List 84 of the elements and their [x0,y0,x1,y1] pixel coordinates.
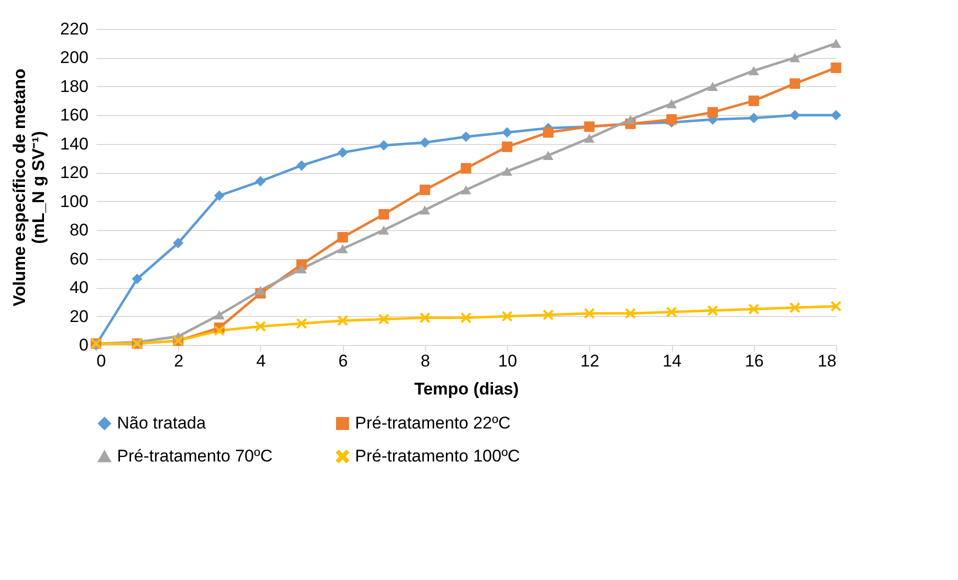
y-tick-label: 0 [79,336,88,354]
legend-label: Não tratada [117,414,206,433]
point [502,142,512,152]
point [420,184,430,196]
point [378,226,390,235]
point [420,205,430,215]
point [378,209,390,220]
x-tick-label: 14 [662,352,682,370]
point [542,310,554,320]
point [502,127,512,138]
point [502,311,512,322]
y-tick-label: 40 [70,278,88,298]
y-tick-label: 20 [70,306,88,326]
point [255,286,266,295]
x-tick-label: 8 [420,352,430,370]
point [460,131,472,142]
point [584,308,595,319]
point [420,312,430,323]
point [666,306,677,318]
point [830,38,842,48]
point [172,238,184,248]
point [132,274,142,284]
point [542,127,554,138]
point [748,304,760,314]
point [790,302,800,313]
point [830,110,842,120]
point [830,62,842,74]
point [460,312,472,323]
point [460,185,472,194]
legend-label: Pré-tratamento 100ºC [355,446,520,466]
y-tick-label: 160 [60,106,88,125]
point [790,53,800,62]
point [666,114,677,125]
point [255,321,266,332]
legend-label: Pré-tratamento 22ºC [355,414,510,433]
x-tick-label: 0 [96,352,106,370]
legend-label: Pré-tratamento 70ºC [117,446,272,466]
point [214,325,225,336]
point [625,308,636,319]
point [707,305,718,316]
point [748,96,760,106]
point [748,66,760,76]
point [666,99,677,108]
point [296,160,307,171]
x-tick-label: 4 [256,352,266,370]
point [214,310,225,320]
point [707,82,718,91]
x-axis-title: Tempo (dias) [414,380,519,398]
point [625,114,636,124]
point [378,140,390,151]
y-tick-label: 180 [60,76,88,96]
point [542,150,554,160]
y-tick-label: 80 [70,220,88,240]
y-tick-label: 140 [60,134,88,154]
y-tick-label: 100 [60,192,88,211]
point [584,134,595,143]
x-tick-label: 18 [818,352,836,370]
point [214,190,225,201]
x-tick-label: 12 [580,352,600,370]
x-tick-label: 6 [338,352,348,370]
point [337,244,348,254]
point [748,112,760,124]
y-tick-label: 200 [60,48,88,68]
point [502,166,512,176]
point [790,110,800,120]
y-axis-title: Volume específico de metano (mL_N g SV⁻¹) [10,68,48,306]
point [296,264,307,274]
y-tick-label: 220 [60,20,88,38]
x-tick-label: 16 [744,352,764,370]
x-tick-label: 2 [174,352,184,370]
y-tick-label: 60 [70,249,88,268]
point [420,137,430,148]
point [830,300,842,312]
y-tick-label: 120 [60,163,88,182]
point [460,163,472,174]
point [707,107,718,118]
point [255,176,266,186]
point [337,315,348,326]
x-tick-label: 10 [498,352,518,370]
point [378,314,390,324]
point [337,232,348,243]
point [337,147,348,158]
point [296,318,307,329]
point [790,78,800,89]
